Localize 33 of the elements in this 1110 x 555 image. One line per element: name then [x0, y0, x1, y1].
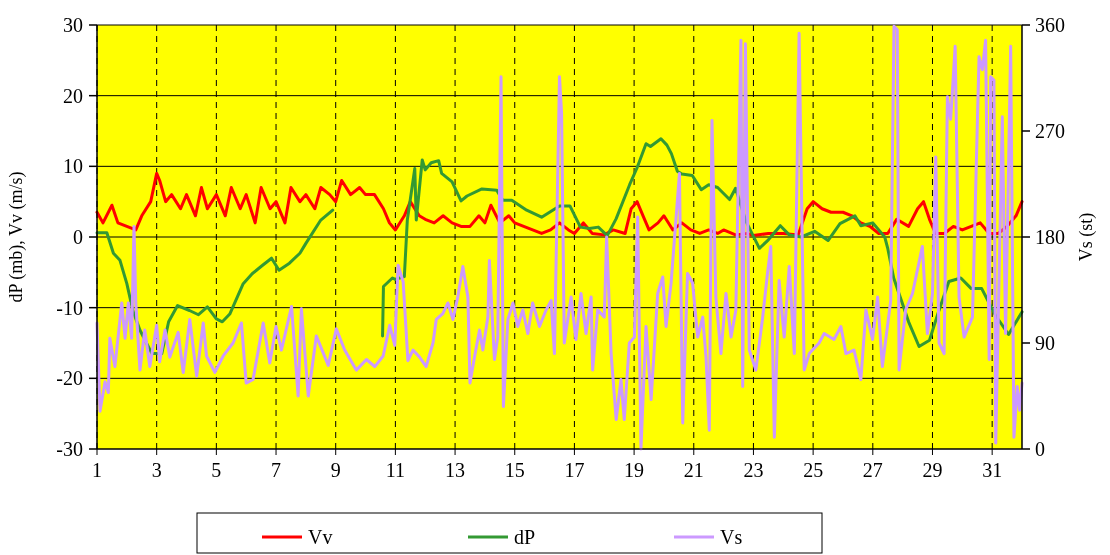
x-tick-label: 15 — [504, 459, 525, 481]
x-tick-label: 9 — [330, 459, 341, 481]
y2-axis-title: Vs (st) — [1076, 212, 1097, 262]
x-tick-label: 11 — [385, 459, 406, 481]
x-tick-label: 1 — [92, 459, 102, 481]
y2-tick-label: 180 — [1035, 226, 1065, 248]
x-tick-label: 5 — [211, 459, 222, 481]
x-tick-label: 31 — [982, 459, 1003, 481]
x-tick-label: 21 — [683, 459, 704, 481]
legend-label: Vs — [720, 526, 743, 548]
y2-tick-label: 0 — [1035, 438, 1045, 460]
legend-label: Vv — [308, 526, 333, 548]
y2-tick-label: 360 — [1035, 14, 1065, 36]
x-tick-label: 7 — [271, 459, 282, 481]
legend-label: dP — [514, 526, 536, 548]
x-tick-label: 17 — [564, 459, 585, 481]
y-tick-label: -10 — [56, 296, 83, 319]
x-tick-label: 23 — [743, 459, 764, 481]
x-tick-label: 27 — [862, 459, 883, 481]
y-tick-label: 0 — [73, 226, 83, 248]
x-tick-label: 3 — [151, 459, 162, 481]
y-tick-label: -20 — [56, 367, 83, 390]
y2-tick-label: 90 — [1035, 332, 1055, 354]
x-tick-label: 29 — [922, 459, 943, 481]
y-tick-label: 10 — [63, 155, 83, 178]
x-tick-label: 25 — [803, 459, 824, 481]
x-tick-label: 13 — [445, 459, 466, 481]
y-axis-title: dP (mb), Vv (m/s) — [6, 171, 27, 303]
y-tick-label: 30 — [63, 14, 83, 36]
x-tick-label: 19 — [624, 459, 645, 481]
y-tick-label: 20 — [63, 84, 83, 107]
y2-tick-label: 270 — [1035, 120, 1065, 142]
y-tick-label: -30 — [56, 438, 83, 460]
